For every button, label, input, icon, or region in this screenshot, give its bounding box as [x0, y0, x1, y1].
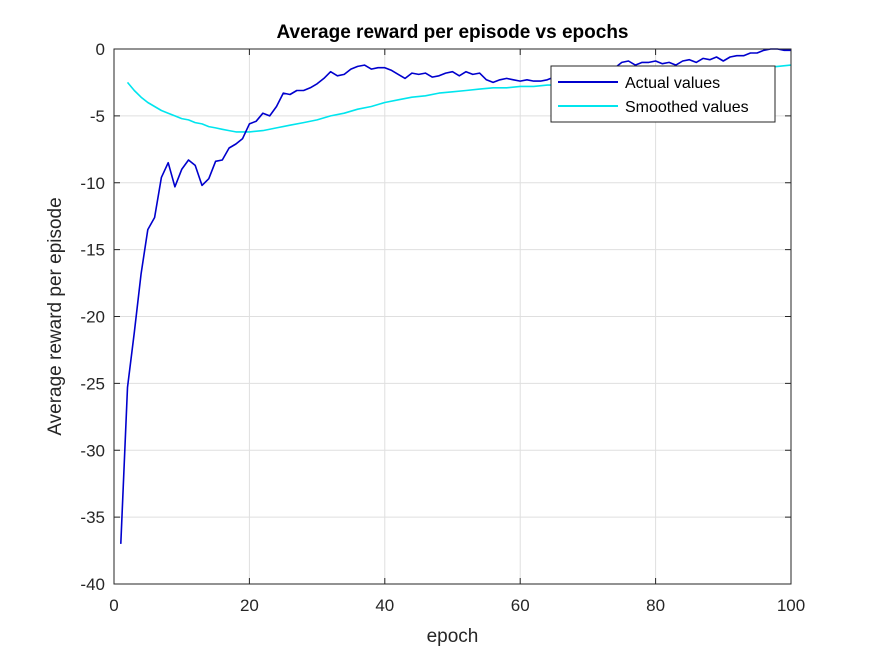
y-tick-label: -30 [80, 441, 105, 460]
y-tick-label: -15 [80, 241, 105, 260]
x-tick-label: 20 [240, 596, 259, 615]
legend-label-smoothed: Smoothed values [625, 99, 749, 116]
x-tick-label: 60 [511, 596, 530, 615]
axis-ticks: 0 20 40 60 80 100 -40 -35 -30 -25 -20 -15 -10 -5 0 [80, 40, 805, 615]
y-tick-label: -35 [80, 508, 105, 527]
x-tick-label: 40 [375, 596, 394, 615]
y-axis-label: Average reward per episode [45, 197, 66, 435]
legend: Actual values Smoothed values [550, 65, 776, 123]
y-tick-label: -20 [80, 308, 105, 327]
x-tick-label: 80 [646, 596, 665, 615]
chart-title: Average reward per episode vs epochs [276, 22, 628, 43]
x-tick-label: 100 [777, 596, 805, 615]
y-tick-label: 0 [96, 40, 105, 59]
x-axis-label: epoch [427, 626, 479, 647]
legend-label-actual: Actual values [625, 75, 720, 92]
x-tick-label: 0 [109, 596, 118, 615]
y-tick-label: -5 [90, 107, 105, 126]
y-tick-label: -40 [80, 575, 105, 594]
legend-box [550, 65, 776, 123]
series-line-actual [120, 48, 791, 544]
y-tick-label: -10 [80, 174, 105, 193]
y-tick-label: -25 [80, 374, 105, 393]
